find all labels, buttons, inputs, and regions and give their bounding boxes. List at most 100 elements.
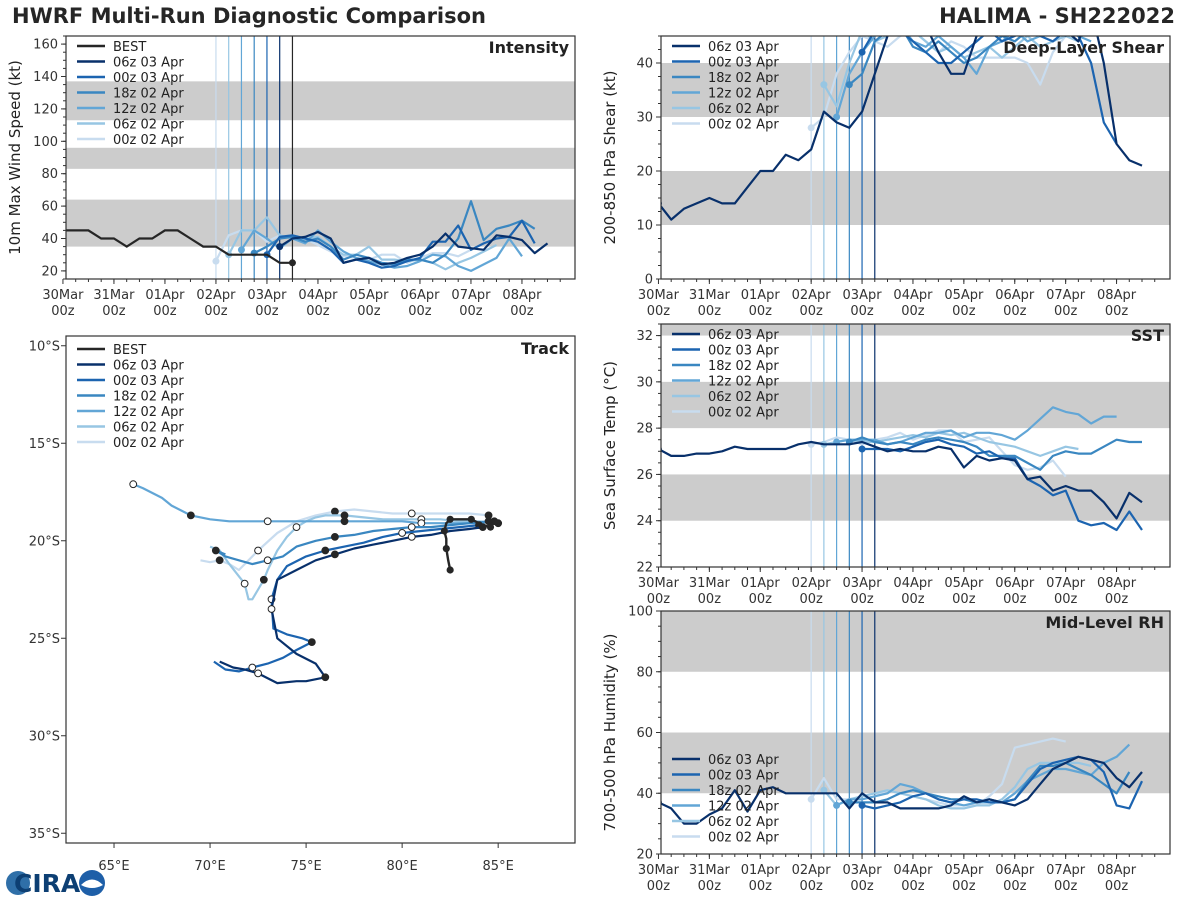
legend-label: 06z 02 Apr bbox=[708, 815, 779, 830]
legend-label: 12z 02 Apr bbox=[113, 102, 184, 117]
shade-band bbox=[66, 81, 575, 121]
legend-label: 00z 03 Apr bbox=[708, 769, 779, 784]
y-tick-label: 60 bbox=[41, 200, 58, 215]
x-tick-date: 30Mar bbox=[638, 576, 680, 591]
series-start-point bbox=[858, 801, 866, 809]
lon-tick-label: 80°E bbox=[386, 859, 417, 874]
series-group bbox=[661, 36, 1143, 221]
legend-label: 06z 02 Apr bbox=[708, 102, 779, 117]
panel-title: SST bbox=[1131, 326, 1164, 345]
x-tick-hour: 00z bbox=[1003, 879, 1027, 894]
x-tick-hour: 00z bbox=[901, 592, 925, 607]
y-tick-label: 10 bbox=[636, 219, 653, 234]
legend-label: 06z 02 Apr bbox=[113, 118, 184, 133]
legend-label: 00z 03 Apr bbox=[113, 71, 184, 86]
y-tick-label: 32 bbox=[636, 329, 653, 344]
series-start-point bbox=[833, 113, 841, 121]
x-tick-hour: 00z bbox=[698, 304, 722, 319]
x-tick-date: 07Apr bbox=[451, 288, 491, 303]
series-group bbox=[66, 200, 549, 272]
track-series-group bbox=[129, 480, 503, 685]
best-end-point bbox=[288, 259, 296, 267]
lon-tick-label: 75°E bbox=[290, 859, 321, 874]
x-tick-hour: 00z bbox=[850, 592, 874, 607]
legend-label: 18z 02 Apr bbox=[708, 359, 779, 374]
legend-label: 18z 02 Apr bbox=[113, 390, 184, 405]
best-track-line bbox=[66, 229, 293, 264]
series-line-06z-03-apr bbox=[661, 755, 1143, 825]
track-marker bbox=[263, 556, 272, 565]
legend-label: 00z 03 Apr bbox=[708, 56, 779, 71]
x-tick-hour: 00z bbox=[1054, 304, 1078, 319]
x-tick-date: 07Apr bbox=[1046, 288, 1086, 303]
x-tick-date: 03Apr bbox=[843, 863, 883, 878]
x-tick-hour: 00z bbox=[799, 304, 823, 319]
y-tick-label: 80 bbox=[636, 665, 653, 680]
track-marker bbox=[340, 517, 349, 526]
best-track-marker bbox=[446, 566, 454, 574]
x-tick-hour: 00z bbox=[647, 304, 671, 319]
legend-label: 00z 02 Apr bbox=[708, 831, 779, 846]
track-marker bbox=[211, 546, 220, 555]
legend-label: 06z 02 Apr bbox=[113, 421, 184, 436]
x-tick-hour: 00z bbox=[952, 879, 976, 894]
x-tick-hour: 00z bbox=[357, 304, 381, 319]
x-tick-hour: 00z bbox=[1105, 592, 1129, 607]
series-group bbox=[661, 737, 1143, 825]
series-line-06z-02-apr bbox=[823, 431, 1079, 457]
panel-frame bbox=[660, 323, 1171, 568]
legend-label: BEST bbox=[113, 40, 146, 55]
track-marker bbox=[307, 638, 316, 647]
x-tick-hour: 00z bbox=[1054, 592, 1078, 607]
x-tick-date: 06Apr bbox=[995, 863, 1035, 878]
x-tick-hour: 00z bbox=[698, 592, 722, 607]
x-tick-date: 02Apr bbox=[196, 288, 236, 303]
legend-label: BEST bbox=[113, 343, 146, 358]
track-marker bbox=[331, 550, 339, 559]
legend-label: 06z 02 Apr bbox=[708, 390, 779, 405]
x-tick-hour: 00z bbox=[799, 879, 823, 894]
panel-rh: 2040608010030Mar00z31Mar00z01Apr00z02Apr… bbox=[601, 605, 1171, 894]
x-tick-hour: 00z bbox=[1054, 879, 1078, 894]
x-tick-hour: 00z bbox=[1003, 304, 1027, 319]
legend-label: 00z 02 Apr bbox=[708, 406, 779, 421]
lat-tick-label: 15°S bbox=[29, 437, 60, 452]
legend-label: 00z 02 Apr bbox=[113, 133, 184, 148]
series-start-point bbox=[276, 243, 284, 251]
y-tick-label: 24 bbox=[636, 514, 653, 529]
x-tick-date: 03Apr bbox=[247, 288, 287, 303]
panel-title: Deep-Layer Shear bbox=[1003, 38, 1164, 57]
series-line-18z-02-apr bbox=[253, 200, 536, 266]
x-tick-hour: 00z bbox=[255, 304, 279, 319]
x-tick-hour: 00z bbox=[408, 304, 432, 319]
x-tick-hour: 00z bbox=[799, 592, 823, 607]
series-line-06z-03-apr bbox=[661, 36, 1143, 221]
x-tick-date: 30Mar bbox=[638, 288, 680, 303]
x-tick-date: 30Mar bbox=[42, 288, 84, 303]
x-tick-hour: 00z bbox=[153, 304, 177, 319]
y-axis-label: 200-850 hPa Shear (kt) bbox=[601, 71, 619, 245]
x-tick-hour: 00z bbox=[1105, 879, 1129, 894]
series-start-point bbox=[833, 801, 841, 809]
x-tick-hour: 00z bbox=[850, 304, 874, 319]
panel-intensity: 2040608010012014016030Mar00z31Mar00z01Ap… bbox=[6, 35, 576, 319]
lat-tick-label: 10°S bbox=[29, 339, 60, 354]
track-marker bbox=[248, 663, 257, 672]
panel-title: Track bbox=[521, 339, 569, 358]
track-marker bbox=[407, 509, 416, 518]
shade-band bbox=[661, 63, 1170, 117]
x-tick-hour: 00z bbox=[952, 304, 976, 319]
series-start-point bbox=[807, 795, 815, 803]
globe-icon bbox=[6, 871, 30, 895]
x-tick-date: 31Mar bbox=[689, 863, 731, 878]
best-track-marker bbox=[440, 527, 448, 535]
shade-band bbox=[661, 324, 1170, 336]
legend-label: 18z 02 Apr bbox=[708, 71, 779, 86]
x-tick-date: 08Apr bbox=[502, 288, 542, 303]
panel-title: Intensity bbox=[489, 38, 570, 57]
track-marker bbox=[407, 523, 416, 531]
best-track-line bbox=[443, 518, 491, 571]
